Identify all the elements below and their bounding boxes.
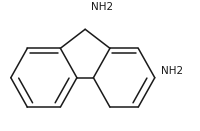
Text: NH2: NH2 [160,66,182,76]
Text: NH2: NH2 [91,2,113,12]
